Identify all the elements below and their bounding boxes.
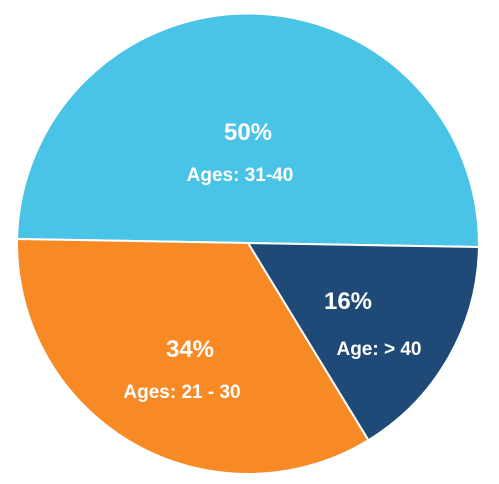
- pie-slice-1: [247, 242, 480, 442]
- pie-labels: 50% Ages: 31-40 16% Age: > 40 34% Ages: …: [123, 119, 421, 403]
- slice-percent-label-0: 50%: [224, 119, 272, 146]
- slice-category-label-0: Ages: 31-40: [187, 165, 294, 186]
- pie-slice-2: [16, 237, 370, 475]
- slice-category-label-2: Ages: 21 - 30: [123, 382, 240, 403]
- pie-slices: [16, 12, 480, 475]
- slice-percent-label-1: 16%: [324, 288, 372, 315]
- slice-category-label-1: Age: > 40: [336, 339, 421, 360]
- slice-percent-label-2: 34%: [166, 336, 214, 363]
- pie-slice-0: [16, 12, 480, 249]
